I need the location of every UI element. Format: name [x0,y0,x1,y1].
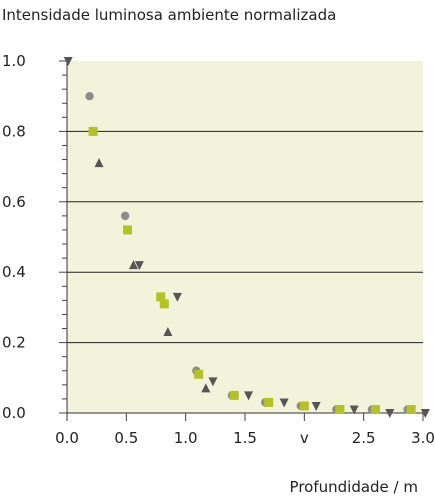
x-tick-label: 1.5 [233,429,257,447]
triangle-down-marker [349,405,359,415]
y-tick-label: 0.6 [2,193,26,211]
triangle-down-marker [279,398,289,408]
triangle-down-marker [244,391,254,401]
square-marker [299,401,309,411]
y-tick-label: 0.8 [2,122,26,140]
axes [59,60,424,421]
triangle-down-marker [208,377,218,387]
triangle-up-marker [94,158,104,168]
triangle-up-marker [163,327,173,337]
x-tick-label: v [300,429,309,447]
y-tick-label: 0.4 [2,263,26,281]
x-tick-label: 0.5 [114,429,138,447]
y-tick-label: 0.0 [2,404,26,422]
square-marker [123,225,133,235]
x-tick-label: 1.0 [174,429,198,447]
square-marker [371,404,381,414]
grid-lines [67,130,423,344]
square-marker [229,390,239,400]
x-tick-label: 0.0 [55,429,79,447]
circle-marker [120,211,130,221]
circle-marker [85,92,94,101]
triangle-up-marker [128,260,138,270]
triangle-down-marker [63,57,73,66]
y-tick-labels: 0.0 0.2 0.4 0.6 0.8 1.0 [2,52,26,422]
triangle-down-marker [385,409,395,418]
square-marker [194,369,204,379]
x-tick-label: 2.5 [352,429,376,447]
triangle-down-marker [134,261,144,271]
square-marker [264,397,274,407]
square-marker [159,299,169,309]
y-tick-label: 1.0 [2,52,26,70]
triangle-down-marker [311,401,321,411]
y-axis-title: Intensidade luminosa ambiente normalizad… [2,6,336,24]
square-marker [406,404,416,414]
x-tick-label: 3.0 [411,429,435,447]
plot-background [67,61,423,413]
triangle-down-marker [172,292,182,302]
square-marker [335,404,345,414]
square-marker [156,292,166,302]
y-tick-label: 0.2 [2,334,26,352]
x-tick-labels: 0.0 0.5 1.0 1.5 v 2.5 3.0 [55,429,435,447]
square-marker [88,126,98,136]
x-axis-title: Profundidade / m [290,478,418,496]
data-points [63,57,430,418]
triangle-up-marker [201,383,211,393]
triangle-down-marker [420,409,430,418]
